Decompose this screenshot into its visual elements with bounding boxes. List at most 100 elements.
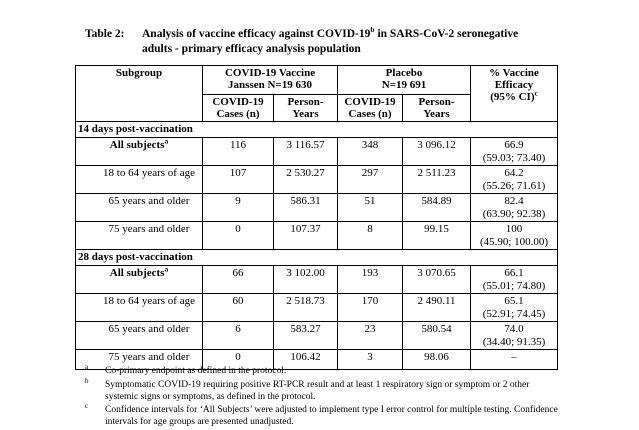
section-label: 14 days post-vaccination <box>74 121 559 138</box>
subgroup-cell: All subjectsa <box>75 137 203 166</box>
efficacy-value: – <box>511 351 517 363</box>
placebo-py-cell: 580.54 <box>402 321 472 350</box>
subgroup-cell: 75 years and older <box>75 349 203 370</box>
efficacy-cell: 66.9 (59.03; 73.40) <box>470 137 559 166</box>
efficacy-ci: (52.91; 74.45) <box>482 307 546 320</box>
efficacy-cell: 64.2 (55.26; 71.61) <box>470 165 559 194</box>
subgroup-cell: 65 years and older <box>75 321 203 350</box>
title-line1-pre: Analysis of vaccine efficacy against COV… <box>142 28 371 40</box>
table-row-18-64-14d: 18 to 64 years of age 107 2 530.27 297 2… <box>75 165 559 194</box>
col-header-subgroup: Subgroup <box>75 65 203 122</box>
subgroup-label: All subjects <box>109 267 165 279</box>
table-title: Table 2: Analysis of vaccine efficacy ag… <box>85 25 562 56</box>
placebo-py-cell: 3 070.65 <box>402 265 472 294</box>
vaccine-cases-line2: Cases (n) <box>216 108 260 120</box>
efficacy-ci: (55.01; 74.80) <box>482 279 546 292</box>
vaccine-py-cell: 3 102.00 <box>272 265 339 294</box>
subgroup-label: 65 years and older <box>108 195 190 207</box>
placebo-py-cell: 2 511.23 <box>402 165 472 194</box>
footnote-b: b Symptomatic COVID-19 requiring positiv… <box>85 376 559 404</box>
placebo-cases-cell: 170 <box>337 293 404 322</box>
efficacy-cell: 100 (45.90; 100.00) <box>470 221 559 250</box>
vaccine-py-cell: 2 518.73 <box>272 293 339 322</box>
efficacy-value: 66.1 <box>504 267 524 279</box>
efficacy-header-line2: Efficacy <box>494 79 534 91</box>
placebo-py-cell: 2 490.11 <box>402 293 472 322</box>
vaccine-cases-cell: 60 <box>202 293 274 322</box>
table-title-label: Table 2: <box>85 28 125 40</box>
placebo-py-line2: Years <box>423 108 450 120</box>
efficacy-cell: 82.4 (63.90; 92.38) <box>470 193 559 222</box>
footnotes: a Co-primary endpoint as defined in the … <box>85 363 559 430</box>
title-superscript-b: b <box>370 25 375 35</box>
efficacy-value: 74.0 <box>504 323 524 335</box>
col-group-placebo: Placebo N=19 691 <box>337 65 472 95</box>
efficacy-ci: (45.90; 100.00) <box>479 235 549 248</box>
efficacy-header-line1: % Vaccine <box>489 67 539 79</box>
subgroup-cell: 75 years and older <box>75 221 203 250</box>
vaccine-py-line2: Years <box>292 108 319 120</box>
table-row-all-subjects-28d: All subjectsa 66 3 102.00 193 3 070.65 6… <box>75 265 559 294</box>
placebo-cases-cell: 51 <box>337 193 404 222</box>
footnote-b-marker: b <box>85 376 89 385</box>
table-row-18-64-28d: 18 to 64 years of age 60 2 518.73 170 2 … <box>75 293 559 322</box>
vaccine-py-cell: 106.42 <box>272 349 339 370</box>
vaccine-group-line1: COVID-19 Vaccine <box>224 67 316 79</box>
col-header-placebo-cases: COVID-19 Cases (n) <box>337 94 404 122</box>
subgroup-label: 18 to 64 years of age <box>103 167 195 179</box>
vaccine-group-line2: Janssen N=19 630 <box>228 79 312 91</box>
section-row-14-days: 14 days post-vaccination <box>74 121 559 138</box>
vaccine-cases-cell: 0 <box>202 349 274 370</box>
vaccine-efficacy-table: Subgroup COVID-19 Vaccine Janssen N=19 6… <box>74 65 559 370</box>
section-row-28-days: 28 days post-vaccination <box>74 249 559 266</box>
efficacy-cell: – <box>470 349 559 370</box>
efficacy-ci: (55.26; 71.61) <box>482 179 546 192</box>
vaccine-cases-cell: 66 <box>202 265 274 294</box>
efficacy-cell: 74.0 (34.40; 91.35) <box>470 321 559 350</box>
efficacy-value: 66.9 <box>504 139 524 151</box>
title-line2: adults - primary efficacy analysis popul… <box>142 42 361 55</box>
efficacy-ci: (59.03; 73.40) <box>482 151 546 164</box>
footnote-a: a Co-primary endpoint as defined in the … <box>85 363 559 378</box>
efficacy-value: 100 <box>505 223 523 235</box>
placebo-py-cell: 584.89 <box>402 193 472 222</box>
col-header-efficacy: % Vaccine Efficacy (95% CI)c <box>470 65 559 122</box>
vaccine-py-line1: Person- <box>287 96 324 108</box>
header-row-groups: Subgroup COVID-19 Vaccine Janssen N=19 6… <box>75 65 559 122</box>
efficacy-value: 82.4 <box>504 195 524 207</box>
subgroup-superscript: a <box>164 137 169 146</box>
placebo-cases-cell: 297 <box>337 165 404 194</box>
col-header-placebo-person-years: Person- Years <box>402 94 472 122</box>
placebo-cases-cell: 8 <box>337 221 404 250</box>
table-row-65-older-28d: 65 years and older 6 583.27 23 580.54 74… <box>75 321 559 350</box>
placebo-cases-cell: 193 <box>337 265 404 294</box>
placebo-py-cell: 99.15 <box>402 221 472 250</box>
table-row-65-older-14d: 65 years and older 9 586.31 51 584.89 82… <box>75 193 559 222</box>
efficacy-superscript-c: c <box>534 88 538 98</box>
header-row-subcolumns: COVID-19 Cases (n) Person- Years COVID-1… <box>76 94 558 122</box>
col-header-vaccine-cases: COVID-19 Cases (n) <box>202 94 274 122</box>
subgroup-label: 65 years and older <box>108 323 190 335</box>
table-row-75-older-28d: 75 years and older 0 106.42 3 98.06 – <box>75 349 559 370</box>
section-label: 28 days post-vaccination <box>74 249 559 266</box>
vaccine-py-cell: 3 116.57 <box>272 137 339 166</box>
placebo-cases-cell: 3 <box>337 349 404 370</box>
table-title-text: Analysis of vaccine efficacy against COV… <box>142 25 562 56</box>
subgroup-cell: 65 years and older <box>75 193 203 222</box>
efficacy-cell: 66.1 (55.01; 74.80) <box>470 265 559 294</box>
subgroup-cell: 18 to 64 years of age <box>75 293 203 322</box>
vaccine-py-cell: 583.27 <box>272 321 339 350</box>
footnote-c: c Confidence intervals for ‘All Subjects… <box>85 402 559 429</box>
placebo-py-line1: Person- <box>418 96 455 108</box>
footnote-c-marker: c <box>85 402 89 411</box>
vaccine-cases-line1: COVID-19 <box>212 96 264 108</box>
placebo-cases-line1: COVID-19 <box>344 96 396 108</box>
col-header-vaccine-person-years: Person- Years <box>272 94 339 122</box>
efficacy-ci: (63.90; 92.38) <box>482 207 546 220</box>
efficacy-value: 65.1 <box>504 295 524 307</box>
placebo-cases-cell: 23 <box>337 321 404 350</box>
placebo-cases-cell: 348 <box>337 137 404 166</box>
vaccine-cases-cell: 6 <box>202 321 274 350</box>
subgroup-superscript: a <box>164 265 169 274</box>
efficacy-cell: 65.1 (52.91; 74.45) <box>470 293 559 322</box>
